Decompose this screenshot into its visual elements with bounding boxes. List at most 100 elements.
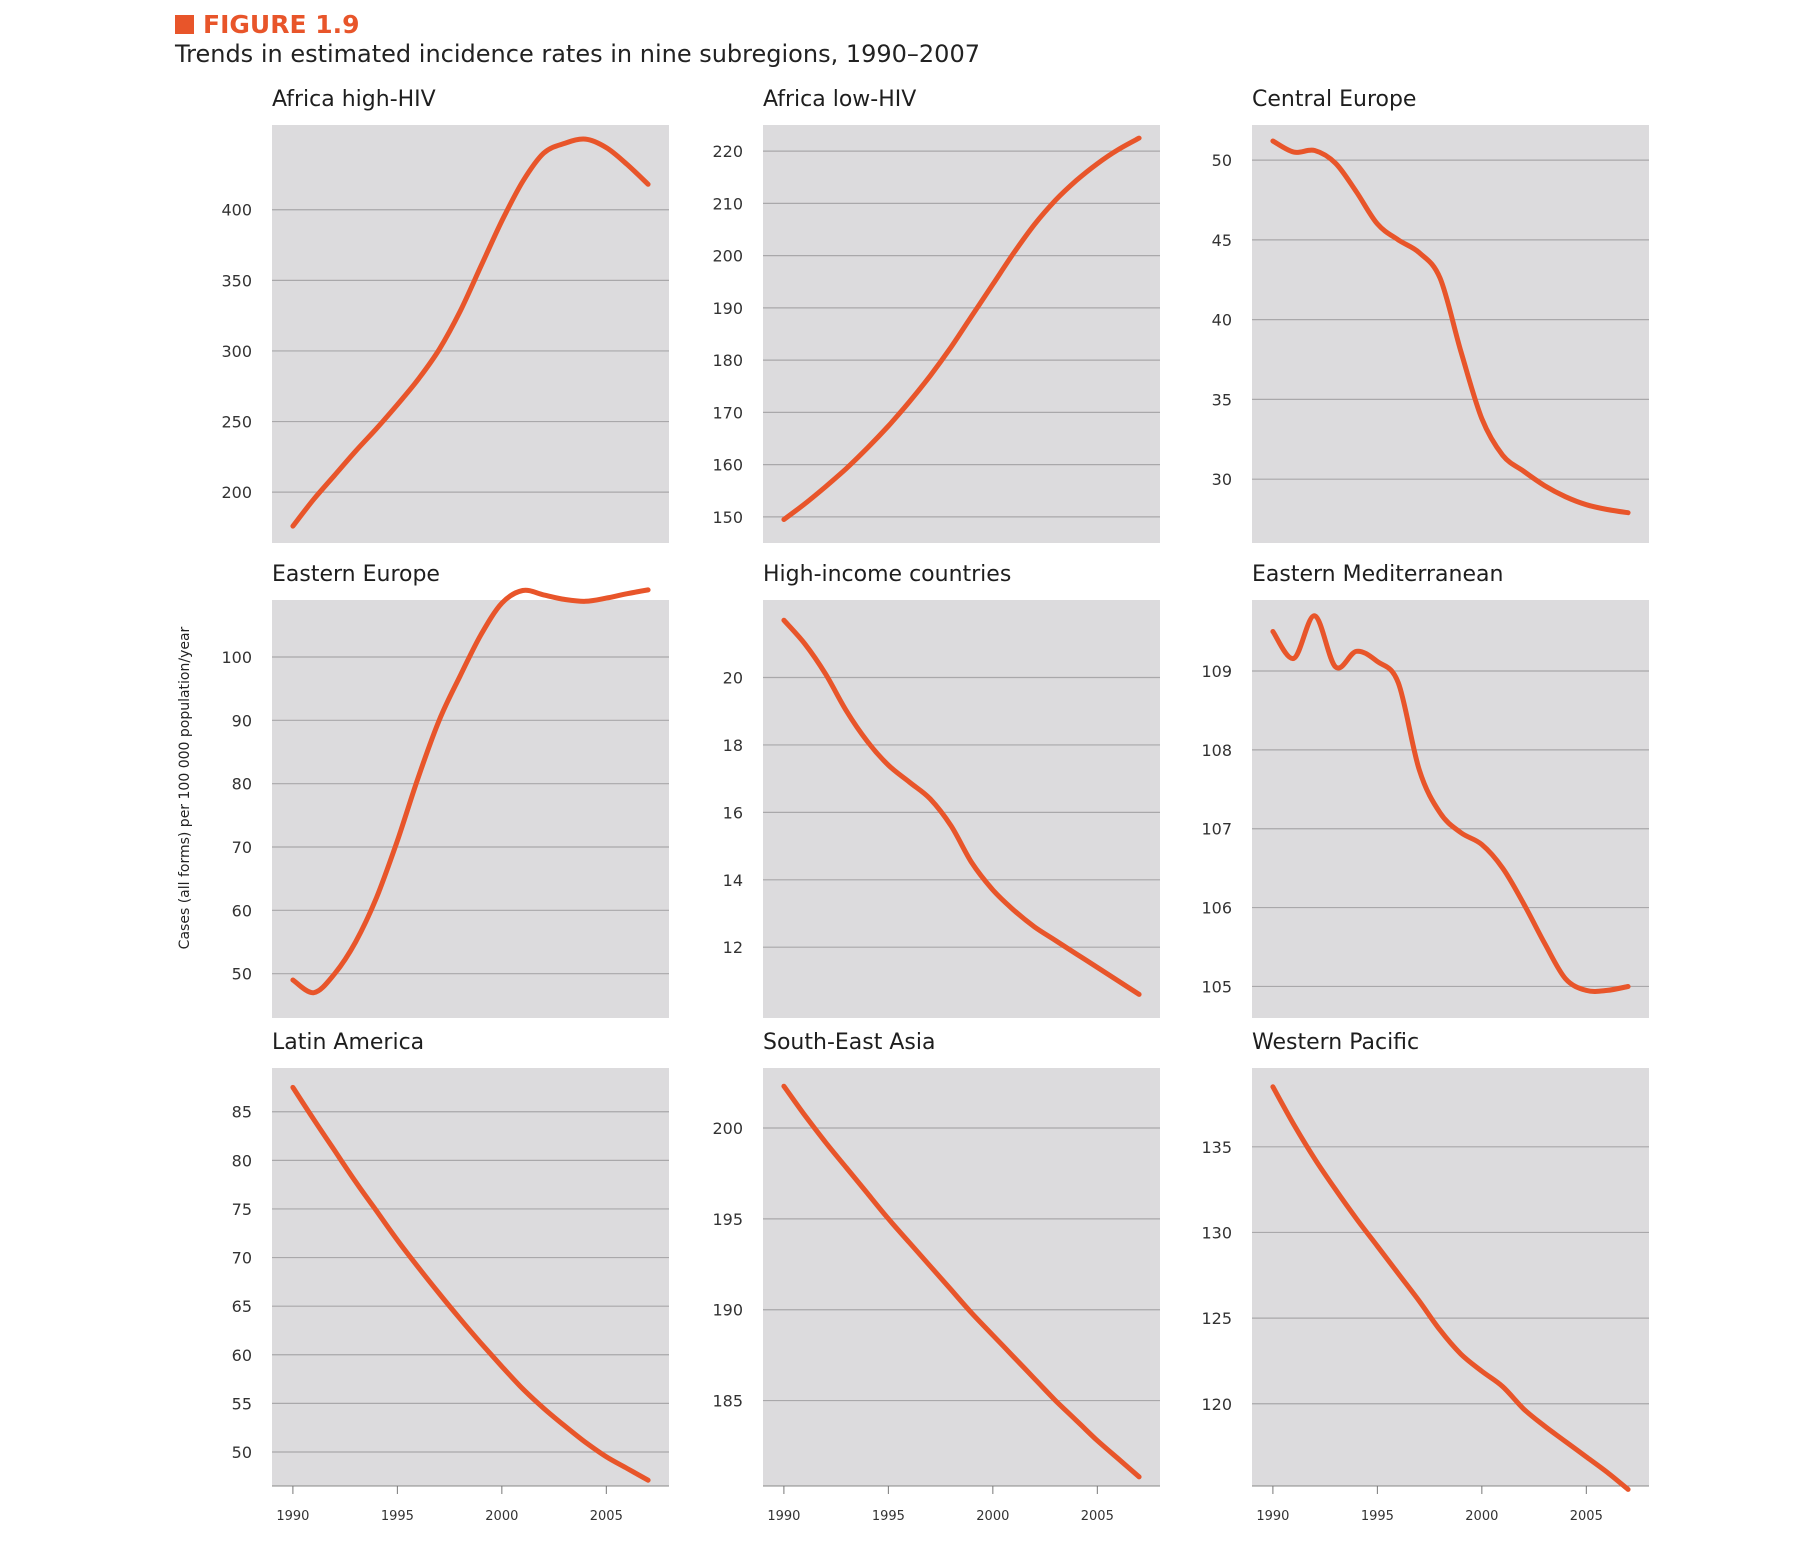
plot-background: [1252, 600, 1649, 1018]
y-tick-label: 75: [232, 1200, 252, 1219]
y-tick-label: 40: [1212, 311, 1232, 330]
y-tick-label: 70: [232, 838, 252, 857]
panel-eastern-europe: Eastern Europe 50 60 70 80 90 100: [221, 562, 669, 1018]
panel-latin-america: Latin America 50 55 60 65 70 75 80 85 1990 1995 200…: [232, 1030, 669, 1524]
y-tick-label: 350: [221, 271, 252, 290]
series-line: [290, 587, 651, 996]
series-line: [290, 136, 651, 529]
series-line: [290, 1084, 651, 1483]
series-line: [1270, 138, 1631, 516]
y-tick-label: 400: [221, 201, 252, 220]
figure-title: Trends in estimated incidence rates in n…: [175, 40, 980, 68]
y-tick-label: 106: [1201, 899, 1232, 918]
x-tick-label: 2005: [1081, 1509, 1114, 1524]
y-tick-label: 105: [1201, 977, 1232, 996]
y-tick-label: 50: [232, 1443, 252, 1462]
y-tick-label: 180: [712, 351, 743, 370]
x-tick-label: 1990: [767, 1509, 800, 1524]
y-tick-label: 107: [1201, 820, 1232, 839]
y-tick-label: 65: [232, 1297, 252, 1316]
y-tick-label: 18: [723, 736, 743, 755]
y-tick-label: 55: [232, 1394, 252, 1413]
y-tick-label: 60: [232, 901, 252, 920]
y-tick-label: 12: [723, 938, 743, 957]
x-tick-label: 1995: [1361, 1509, 1394, 1524]
plot-background: [1252, 125, 1649, 543]
y-tick-label: 250: [221, 413, 252, 432]
x-tick-label: 2000: [485, 1509, 518, 1524]
plot-background: [763, 600, 1160, 1018]
y-tick-label: 220: [712, 142, 743, 161]
panel-title: High-income countries: [763, 562, 1011, 587]
y-tick-label: 200: [221, 483, 252, 502]
y-tick-label: 190: [712, 1301, 743, 1320]
panel-central-europe: Central Europe 30 35 40 45 50: [1212, 87, 1649, 543]
figure-label: FIGURE 1.9: [175, 10, 360, 39]
y-tick-label: 50: [1212, 151, 1232, 170]
panel-title: Western Pacific: [1252, 1030, 1419, 1055]
plot-background: [1252, 1068, 1649, 1486]
panel-western-pacific: Western Pacific 120 125 130 135 1990 1995 2000 2…: [1201, 1030, 1649, 1524]
y-tick-label: 190: [712, 299, 743, 318]
y-tick-label: 70: [232, 1249, 252, 1268]
x-tick-label: 1990: [276, 1509, 309, 1524]
panel-title: Latin America: [272, 1030, 424, 1055]
panel-eastern-mediterranean: Eastern Mediterranean 105 106 107 108 109: [1201, 562, 1649, 1018]
panel-title: Africa high-HIV: [272, 87, 436, 112]
panel-africa-low-hiv: Africa low-HIV 150 160 170 180 190 200 210 220: [712, 87, 1160, 543]
y-tick-label: 20: [723, 669, 743, 688]
series-line: [1270, 1084, 1631, 1492]
y-tick-label: 200: [712, 1119, 743, 1138]
series-line: [1270, 613, 1631, 994]
y-tick-label: 14: [723, 871, 743, 890]
panel-title: Eastern Europe: [272, 562, 440, 587]
y-tick-label: 195: [712, 1210, 743, 1229]
series-line: [781, 617, 1142, 997]
x-tick-label: 1995: [872, 1509, 905, 1524]
plot-background: [272, 1068, 669, 1486]
x-tick-label: 2000: [1465, 1509, 1498, 1524]
y-tick-label: 90: [232, 711, 252, 730]
series-line: [781, 135, 1142, 522]
y-tick-label: 130: [1201, 1223, 1232, 1242]
y-tick-label: 108: [1201, 741, 1232, 760]
panel-high-income-countries: High-income countries 12 14 16 18 20: [723, 562, 1160, 1018]
y-tick-label: 60: [232, 1346, 252, 1365]
y-tick-label: 170: [712, 403, 743, 422]
y-tick-label: 45: [1212, 231, 1232, 250]
y-tick-label: 300: [221, 342, 252, 361]
panel-title: Eastern Mediterranean: [1252, 562, 1503, 587]
y-tick-label: 109: [1201, 662, 1232, 681]
panel-title: South-East Asia: [763, 1030, 935, 1055]
y-tick-label: 30: [1212, 470, 1232, 489]
y-tick-label: 185: [712, 1392, 743, 1411]
y-tick-label: 80: [232, 1151, 252, 1170]
figure-square-icon: [175, 15, 194, 34]
x-tick-label: 1990: [1256, 1509, 1289, 1524]
y-tick-label: 160: [712, 456, 743, 475]
figure-label-text: FIGURE 1.9: [203, 10, 360, 39]
y-tick-label: 80: [232, 775, 252, 794]
y-tick-label: 85: [232, 1103, 252, 1122]
panel-africa-high-hiv: Africa high-HIV 200 250 300 350 400: [221, 87, 669, 543]
y-tick-label: 120: [1201, 1395, 1232, 1414]
plot-background: [272, 600, 669, 1018]
y-tick-label: 210: [712, 194, 743, 213]
y-tick-label: 50: [232, 965, 252, 984]
y-tick-label: 100: [221, 648, 252, 667]
y-tick-label: 125: [1201, 1309, 1232, 1328]
x-tick-label: 2000: [976, 1509, 1009, 1524]
panel-title: Central Europe: [1252, 87, 1416, 112]
x-tick-label: 2005: [590, 1509, 623, 1524]
y-tick-label: 200: [712, 247, 743, 266]
x-tick-label: 2005: [1570, 1509, 1603, 1524]
y-tick-label: 150: [712, 508, 743, 527]
panel-south-east-asia: South-East Asia 185 190 195 200 1990 1995 2000 2…: [712, 1030, 1160, 1524]
plot-background: [763, 1068, 1160, 1486]
y-tick-label: 35: [1212, 390, 1232, 409]
y-axis-label: Cases (all forms) per 100 000 population…: [177, 626, 193, 949]
y-tick-label: 135: [1201, 1138, 1232, 1157]
x-tick-label: 1995: [381, 1509, 414, 1524]
series-line: [781, 1083, 1142, 1480]
